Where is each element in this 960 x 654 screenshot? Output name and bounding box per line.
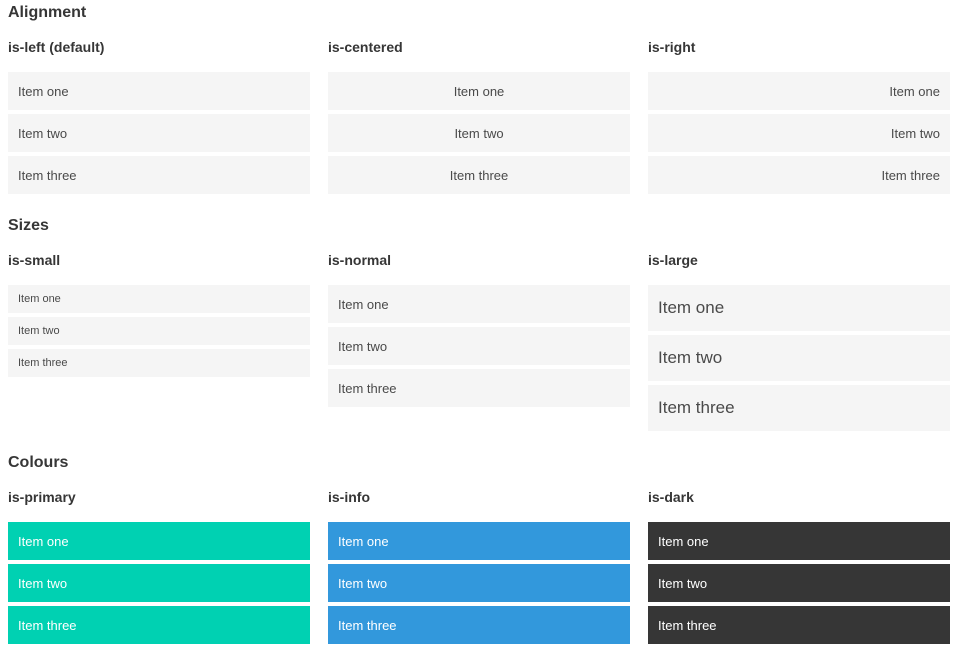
list-item[interactable]: Item two [8, 114, 310, 152]
variant-title-is-right: is-right [648, 39, 696, 55]
list-item[interactable]: Item three [328, 156, 630, 194]
variant-title-is-primary: is-primary [8, 489, 76, 505]
demo-list-normal: Item one Item two Item three [328, 285, 630, 407]
section-alignment: Alignment is-left (default) Item one Ite… [8, 3, 950, 198]
alignment-columns: is-left (default) Item one Item two Item… [8, 23, 950, 198]
section-sizes: Sizes is-small Item one Item two Item th… [8, 216, 950, 435]
list-item[interactable]: Item three [8, 606, 310, 644]
variant-is-centered: is-centered Item one Item two Item three [328, 23, 630, 198]
variant-title-is-small: is-small [8, 252, 61, 268]
variant-title-is-left: is-left (default) [8, 39, 105, 55]
variant-is-dark: is-dark Item one Item two Item three [648, 473, 950, 648]
list-item[interactable]: Item one [8, 72, 310, 110]
variant-is-normal: is-normal Item one Item two Item three [328, 236, 630, 411]
list-item[interactable]: Item three [328, 369, 630, 407]
list-item[interactable]: Item two [328, 564, 630, 602]
demo-list-left: Item one Item two Item three [8, 72, 310, 194]
list-item[interactable]: Item one [328, 285, 630, 323]
list-item[interactable]: Item two [8, 564, 310, 602]
list-item[interactable]: Item one [648, 72, 950, 110]
list-item[interactable]: Item two [648, 335, 950, 381]
list-item[interactable]: Item one [648, 285, 950, 331]
list-item[interactable]: Item one [8, 522, 310, 560]
list-item[interactable]: Item two [648, 114, 950, 152]
variant-title-is-dark: is-dark [648, 489, 694, 505]
section-title-alignment: Alignment [8, 4, 87, 21]
sizes-columns: is-small Item one Item two Item three is… [8, 236, 950, 435]
list-item[interactable]: Item two [8, 317, 310, 345]
variant-is-large: is-large Item one Item two Item three [648, 236, 950, 435]
variant-is-primary: is-primary Item one Item two Item three [8, 473, 310, 648]
list-item[interactable]: Item three [8, 156, 310, 194]
section-title-colours: Colours [8, 454, 69, 471]
list-item[interactable]: Item three [648, 156, 950, 194]
demo-list-dark: Item one Item two Item three [648, 522, 950, 644]
demo-list-right: Item one Item two Item three [648, 72, 950, 194]
variant-title-is-centered: is-centered [328, 39, 403, 55]
demo-list-large: Item one Item two Item three [648, 285, 950, 431]
list-item[interactable]: Item one [8, 285, 310, 313]
variant-is-small: is-small Item one Item two Item three [8, 236, 310, 381]
variant-is-right: is-right Item one Item two Item three [648, 23, 950, 198]
list-item[interactable]: Item two [648, 564, 950, 602]
demo-list-centered: Item one Item two Item three [328, 72, 630, 194]
variant-is-left: is-left (default) Item one Item two Item… [8, 23, 310, 198]
variant-is-info: is-info Item one Item two Item three [328, 473, 630, 648]
variant-title-is-normal: is-normal [328, 252, 392, 268]
colours-columns: is-primary Item one Item two Item three … [8, 473, 950, 648]
list-item[interactable]: Item one [328, 72, 630, 110]
list-item[interactable]: Item two [328, 327, 630, 365]
list-item[interactable]: Item three [8, 349, 310, 377]
list-item[interactable]: Item one [328, 522, 630, 560]
list-item[interactable]: Item one [648, 522, 950, 560]
list-item[interactable]: Item three [648, 606, 950, 644]
section-colours: Colours is-primary Item one Item two Ite… [8, 453, 950, 648]
list-component-demo-page: Alignment is-left (default) Item one Ite… [8, 3, 950, 648]
variant-title-is-large: is-large [648, 252, 698, 268]
demo-list-info: Item one Item two Item three [328, 522, 630, 644]
variant-title-is-info: is-info [328, 489, 370, 505]
demo-list-small: Item one Item two Item three [8, 285, 310, 377]
list-item[interactable]: Item two [328, 114, 630, 152]
demo-list-primary: Item one Item two Item three [8, 522, 310, 644]
list-item[interactable]: Item three [328, 606, 630, 644]
list-item[interactable]: Item three [648, 385, 950, 431]
section-title-sizes: Sizes [8, 217, 49, 234]
